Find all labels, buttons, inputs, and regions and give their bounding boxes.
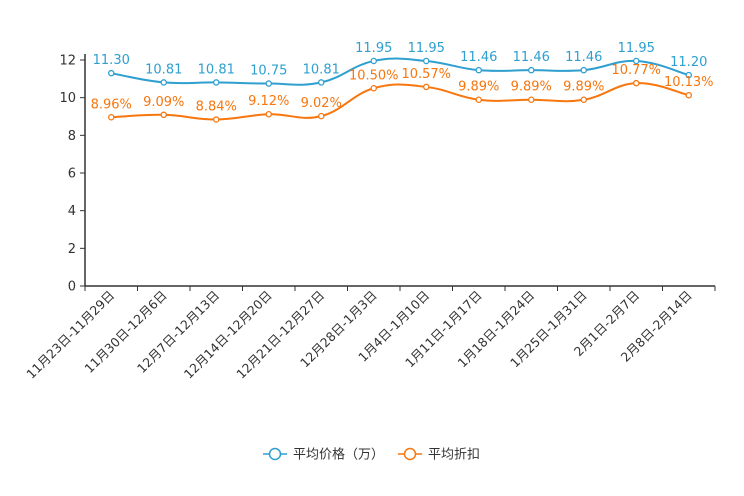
data-point[interactable] (580, 96, 588, 103)
data-label: 11.20 (670, 55, 707, 70)
data-point[interactable] (265, 110, 272, 118)
data-point[interactable] (108, 114, 115, 121)
data-label: 9.12% (248, 94, 289, 109)
series-line-1 (111, 82, 689, 121)
data-point[interactable] (685, 91, 693, 99)
data-label: 11.30 (93, 53, 130, 68)
data-point[interactable] (317, 112, 325, 120)
y-tick-label: 10 (59, 91, 76, 106)
data-label: 9.89% (458, 80, 499, 95)
data-label: 10.13% (664, 75, 714, 90)
data-point[interactable] (370, 85, 377, 92)
data-labels: 11.30 10.81 10.81 10.75 10.81 11.95 11.95 11.46… (91, 41, 714, 115)
data-point[interactable] (160, 111, 167, 119)
data-label: 9.09% (143, 95, 184, 110)
data-point[interactable] (475, 66, 482, 74)
data-point[interactable] (422, 83, 430, 91)
x-tick-label: 11月23日-11月29日 (23, 288, 117, 382)
data-point[interactable] (528, 66, 535, 74)
data-label: 10.77% (611, 63, 661, 78)
data-label: 10.57% (401, 67, 451, 82)
y-tick-label: 2 (68, 242, 76, 257)
y-tick-label: 8 (68, 129, 76, 144)
series-layer (108, 57, 693, 123)
legend-label: 平均价格（万） (293, 447, 384, 463)
data-point[interactable] (580, 66, 588, 74)
series-line-0 (111, 57, 690, 86)
data-point[interactable] (475, 96, 482, 103)
y-tick-label: 12 (59, 54, 76, 69)
data-point[interactable] (633, 57, 640, 65)
data-label: 11.46 (460, 50, 497, 65)
data-label: 11.95 (355, 41, 392, 56)
y-tick-label: 6 (68, 167, 76, 182)
data-point[interactable] (212, 79, 220, 86)
data-label: 10.81 (198, 62, 235, 77)
data-point[interactable] (685, 71, 693, 79)
data-label: 11.46 (513, 50, 550, 65)
data-label: 10.75 (250, 64, 287, 79)
legend-item-1[interactable]: 平均折扣 (398, 448, 480, 463)
data-label: 8.96% (91, 97, 132, 112)
data-point[interactable] (108, 69, 115, 77)
data-point[interactable] (317, 79, 325, 86)
data-label: 10.81 (303, 62, 340, 77)
data-label: 10.50% (349, 68, 399, 83)
data-label: 11.95 (618, 41, 655, 56)
data-point[interactable] (160, 79, 167, 86)
legend[interactable]: 平均价格（万） 平均折扣 (263, 447, 480, 463)
data-label: 9.02% (301, 96, 342, 111)
legend-marker (268, 447, 282, 461)
legend-marker (403, 447, 417, 461)
legend-label: 平均折扣 (428, 448, 480, 463)
data-point[interactable] (212, 116, 220, 123)
data-point[interactable] (265, 80, 272, 87)
legend-item-0[interactable]: 平均价格（万） (263, 447, 384, 463)
data-label: 9.89% (511, 80, 552, 95)
data-label: 9.89% (563, 80, 604, 95)
data-point[interactable] (370, 57, 377, 65)
y-tick-label: 0 (68, 280, 76, 295)
data-point[interactable] (422, 57, 430, 65)
x-tick-label: 12月14日-12月20日 (181, 288, 275, 382)
data-point[interactable] (528, 96, 535, 103)
data-label: 11.95 (408, 41, 445, 56)
y-tick-label: 4 (68, 204, 76, 219)
data-label: 11.46 (565, 50, 602, 65)
data-label: 8.84% (196, 100, 237, 115)
data-point[interactable] (633, 79, 640, 87)
x-tick-label: 12月21日-12月27日 (233, 288, 327, 382)
data-label: 10.81 (145, 62, 182, 77)
